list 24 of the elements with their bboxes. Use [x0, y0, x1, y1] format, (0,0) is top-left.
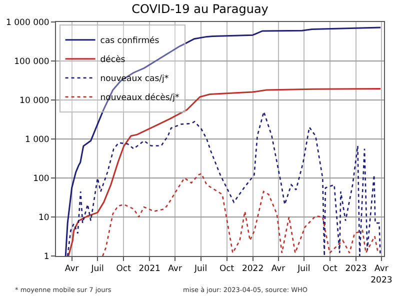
- line-series: [102, 172, 379, 256]
- legend-label: cas confirmés: [100, 36, 160, 46]
- x-tick-label: Juil: [90, 264, 104, 274]
- x-tick-label: Oct: [116, 264, 132, 274]
- x-tick-label: Juil: [296, 264, 310, 274]
- y-tick-label: 1 000 000: [6, 18, 50, 28]
- y-tick-label: 10: [38, 212, 50, 223]
- x-tick-label: Avr 2023: [370, 264, 392, 286]
- y-tick-label: 100 000: [14, 56, 50, 67]
- x-tick-label: Avr: [168, 264, 182, 274]
- x-tick-label: 2023: [345, 264, 367, 274]
- y-tick-label: 100: [33, 174, 50, 184]
- x-tick-label: Oct: [219, 264, 235, 274]
- x-tick-label: Juil: [193, 264, 208, 274]
- x-tick-label: 2021: [138, 264, 160, 274]
- legend-label: décès: [100, 55, 126, 66]
- x-tick-label: Avr: [64, 264, 80, 274]
- x-tick-label: Oct: [322, 264, 338, 274]
- x-tick-label: Avr: [271, 264, 286, 274]
- x-tick-label: 2022: [242, 264, 264, 274]
- y-tick-label: 1: [44, 252, 50, 262]
- y-tick-label: 1 000: [24, 134, 50, 145]
- chart-title: COVID-19 au Paraguay: [132, 2, 268, 16]
- y-tick-label: 10 000: [20, 96, 50, 106]
